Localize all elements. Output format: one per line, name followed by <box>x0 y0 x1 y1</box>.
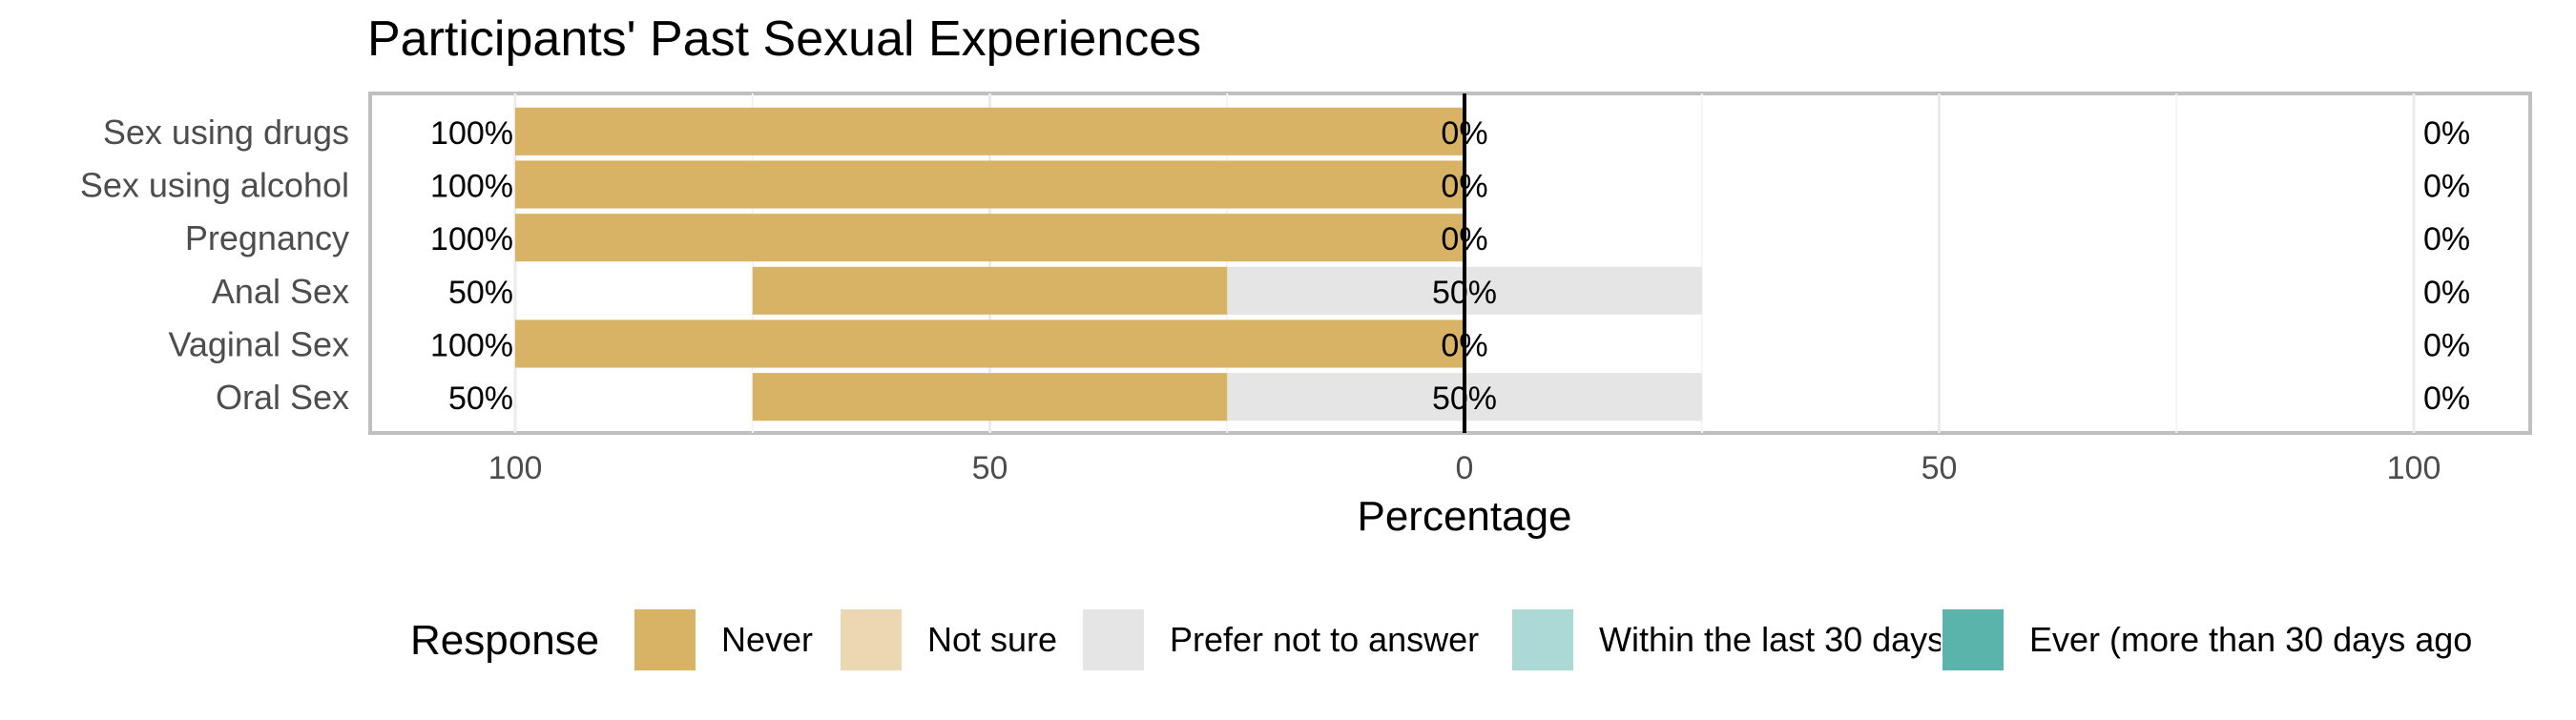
bar-segment <box>752 373 1228 422</box>
center-percent-label: 50% <box>1432 381 1497 417</box>
panel-border <box>368 92 2532 435</box>
category-label: Sex using drugs <box>103 113 349 152</box>
left-percent-label: 100% <box>430 115 513 152</box>
left-percent-label: 100% <box>430 169 513 205</box>
x-axis-title: Percentage <box>1357 493 1571 540</box>
left-percent-label: 50% <box>448 275 513 311</box>
left-percent-label: 100% <box>430 328 513 364</box>
category-label: Vaginal Sex <box>169 325 349 364</box>
bar-segment <box>515 160 1465 209</box>
legend-label: Ever (more than 30 days ago <box>2029 620 2472 659</box>
center-percent-label: 0% <box>1441 115 1487 152</box>
legend-label: Within the last 30 days <box>1599 620 1944 659</box>
legend-swatch <box>1941 607 2005 672</box>
category-label: Pregnancy <box>185 218 349 257</box>
center-percent-label: 0% <box>1441 221 1487 257</box>
bar-segment <box>515 214 1465 262</box>
legend-label: Not sure <box>927 620 1057 659</box>
category-label: Sex using alcohol <box>80 166 349 205</box>
right-percent-label: 0% <box>2423 221 2470 257</box>
category-label: Anal Sex <box>212 272 349 311</box>
center-percent-label: 50% <box>1432 275 1497 311</box>
legend-label: Prefer not to answer <box>1170 620 1479 659</box>
bar-segment <box>515 319 1465 368</box>
right-percent-label: 0% <box>2423 169 2470 205</box>
right-percent-label: 0% <box>2423 275 2470 311</box>
legend-title: Response <box>410 617 599 664</box>
left-percent-label: 50% <box>448 381 513 417</box>
x-tick-label: 100 <box>488 450 543 486</box>
left-percent-label: 100% <box>430 221 513 257</box>
legend-swatch <box>633 607 697 672</box>
legend-swatch <box>1510 607 1575 672</box>
chart-title: Participants' Past Sexual Experiences <box>367 11 1201 67</box>
x-tick-label: 100 <box>2387 450 2441 486</box>
right-percent-label: 0% <box>2423 115 2470 152</box>
legend-swatch <box>1081 607 1146 672</box>
category-label: Oral Sex <box>216 378 349 417</box>
right-percent-label: 0% <box>2423 381 2470 417</box>
bar-segment <box>515 107 1465 155</box>
bar-segment <box>752 266 1228 315</box>
right-percent-label: 0% <box>2423 328 2470 364</box>
x-tick-label: 50 <box>972 450 1008 486</box>
x-tick-label: 50 <box>1922 450 1958 486</box>
legend-label: Never <box>721 620 813 659</box>
x-tick-label: 0 <box>1456 450 1474 486</box>
center-percent-label: 0% <box>1441 169 1487 205</box>
center-percent-label: 0% <box>1441 328 1487 364</box>
legend-swatch <box>839 607 904 672</box>
